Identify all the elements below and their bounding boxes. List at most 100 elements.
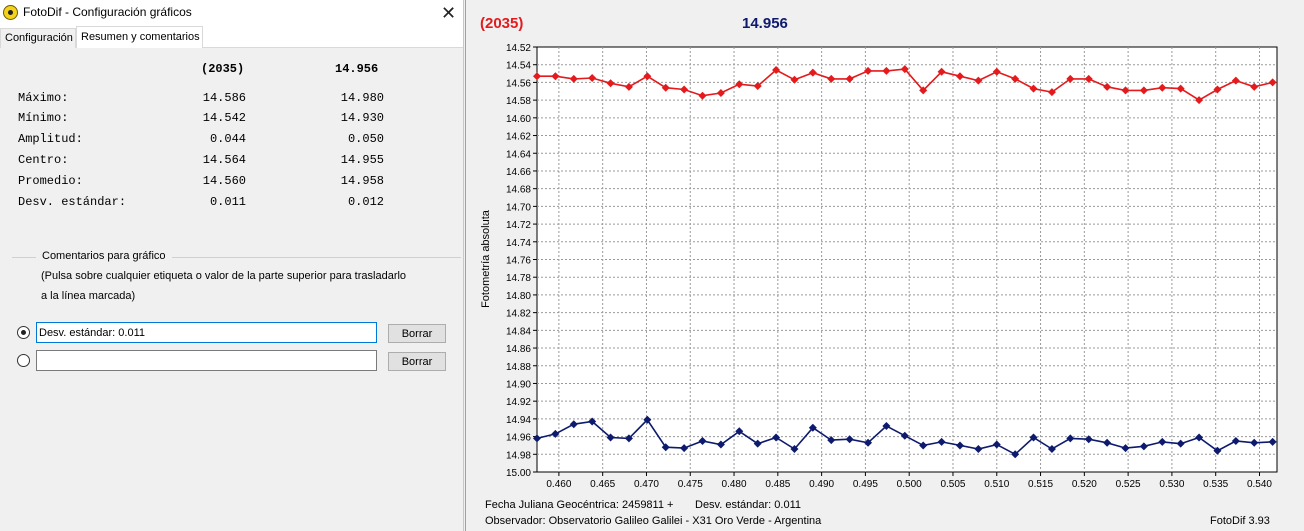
delete-comment-2-button[interactable]: Borrar [388, 352, 446, 371]
tab-configuracion[interactable]: Configuración [0, 28, 76, 48]
comments-group-title: Comentarios para gráfico [36, 250, 172, 262]
summary-header-col1[interactable]: (2035) [201, 62, 245, 76]
series-1-point [569, 74, 578, 83]
summary-value[interactable]: 0.050 [347, 132, 384, 146]
series-1-point [1158, 83, 1167, 92]
series-2-point [551, 429, 560, 438]
summary-value[interactable]: 0.044 [209, 132, 246, 146]
x-tick-label: 0.485 [765, 479, 790, 490]
series-1-point [1250, 82, 1259, 91]
summary-label-amplitud[interactable]: Amplitud: [18, 132, 83, 146]
y-tick-label: 14.74 [506, 238, 531, 249]
series-1-point [680, 85, 689, 94]
footer-comment: Desv. estándar: 0.011 [695, 499, 801, 511]
summary-value[interactable]: 14.958 [340, 174, 384, 188]
series-1-point [900, 65, 909, 74]
summary-label-promedio[interactable]: Promedio: [18, 174, 83, 188]
y-tick-label: 14.96 [506, 433, 531, 444]
series-2-point [992, 440, 1001, 449]
series-2-point [827, 436, 836, 445]
series-1-point [1011, 74, 1020, 83]
series-2-point [1047, 444, 1056, 453]
chart-label-right[interactable]: 14.956 [742, 15, 788, 32]
y-tick-label: 14.54 [506, 61, 531, 72]
tab-resumen-comentarios[interactable]: Resumen y comentarios [76, 26, 203, 49]
series-2-point [680, 444, 689, 453]
summary-value[interactable]: 0.012 [347, 195, 384, 209]
close-icon[interactable]: ✕ [440, 3, 457, 23]
series-1-point [845, 74, 854, 83]
config-dialog: FotoDif - Configuración gráficos ✕ Confi… [0, 0, 464, 531]
y-axis-label: Fotometría absoluta [480, 209, 492, 308]
footer-julian-date: Fecha Juliana Geocéntrica: 2459811 + [485, 499, 673, 511]
series [533, 65, 1277, 459]
series-2-point [1176, 439, 1185, 448]
series-1-point [827, 74, 836, 83]
title-bar: FotoDif - Configuración gráficos ✕ [0, 0, 463, 26]
series-1-point [624, 82, 633, 91]
app-icon [3, 5, 18, 20]
x-tick-label: 0.510 [984, 479, 1009, 490]
comment-line-1-radio[interactable] [17, 326, 30, 339]
y-tick-label: 14.60 [506, 114, 531, 125]
grid [537, 47, 1277, 472]
x-tick-label: 0.500 [897, 479, 922, 490]
comment-line-2-input[interactable] [36, 350, 377, 371]
x-tick-label: 0.480 [722, 479, 747, 490]
summary-value[interactable]: 14.930 [340, 111, 384, 125]
x-tick-label: 0.460 [546, 479, 571, 490]
summary-value[interactable]: 14.560 [202, 174, 246, 188]
summary-label-minimo[interactable]: Mínimo: [18, 111, 69, 125]
footer-observer: Observador: Observatorio Galileo Galilei… [485, 515, 822, 527]
series-2-point [1158, 437, 1167, 446]
window-title: FotoDif - Configuración gráficos [23, 5, 192, 19]
y-tick-label: 14.52 [506, 43, 531, 54]
series-1-point [716, 89, 725, 98]
series-2-point [790, 444, 799, 453]
summary-label-centro[interactable]: Centro: [18, 153, 69, 167]
series-1-point [882, 66, 891, 75]
series-2-point [1231, 437, 1240, 446]
summary-value[interactable]: 14.564 [202, 153, 246, 167]
series-1-point [937, 67, 946, 76]
series-2-point [919, 441, 928, 450]
series-1-point [1213, 85, 1222, 94]
x-tick-label: 0.520 [1072, 479, 1097, 490]
series-2-point [606, 433, 615, 442]
y-tick-label: 14.88 [506, 362, 531, 373]
series-1-point [606, 79, 615, 88]
series-1-point [661, 83, 670, 92]
series-1-point [753, 81, 762, 90]
series-1-point [1121, 86, 1130, 95]
summary-value[interactable]: 14.955 [340, 153, 384, 167]
summary-header-col2[interactable]: 14.956 [335, 62, 379, 76]
comment-line-1-input[interactable] [36, 322, 377, 343]
summary-value[interactable]: 0.011 [209, 195, 246, 209]
delete-comment-1-button[interactable]: Borrar [388, 324, 446, 343]
series-1-point [1029, 84, 1038, 93]
series-2-point [735, 427, 744, 436]
series-2-point [661, 443, 670, 452]
summary-label-desv-estandar[interactable]: Desv. estándar: [18, 195, 127, 209]
summary-value[interactable]: 14.980 [340, 91, 384, 105]
y-tick-label: 14.64 [506, 149, 531, 160]
series-2-point [955, 441, 964, 450]
y-tick-label: 14.80 [506, 291, 531, 302]
summary-label-maximo[interactable]: Máximo: [18, 91, 69, 105]
y-tick-label: 14.72 [506, 220, 531, 231]
comment-line-2-radio[interactable] [17, 354, 30, 367]
summary-value[interactable]: 14.586 [202, 91, 246, 105]
chart-area: (2035) 14.956 14.52 14.54 14.56 14.58 14.60 1… [465, 0, 1304, 531]
comments-note: a la línea marcada) [41, 290, 136, 302]
x-tick-label: 0.495 [853, 479, 878, 490]
series-1-point [551, 72, 560, 81]
series-1-point [1084, 74, 1093, 83]
series-2-point [974, 444, 983, 453]
summary-value[interactable]: 14.542 [202, 111, 246, 125]
chart-label-left[interactable]: (2035) [480, 15, 523, 32]
y-tick-label: 14.68 [506, 185, 531, 196]
series-1-point [790, 75, 799, 84]
series-2-point [533, 434, 541, 443]
x-tick-label: 0.490 [809, 479, 834, 490]
series-2-point [808, 423, 817, 432]
